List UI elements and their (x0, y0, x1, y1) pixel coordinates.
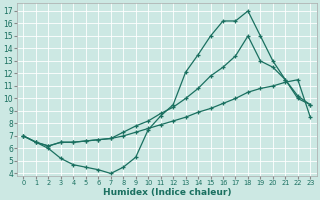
X-axis label: Humidex (Indice chaleur): Humidex (Indice chaleur) (103, 188, 231, 197)
